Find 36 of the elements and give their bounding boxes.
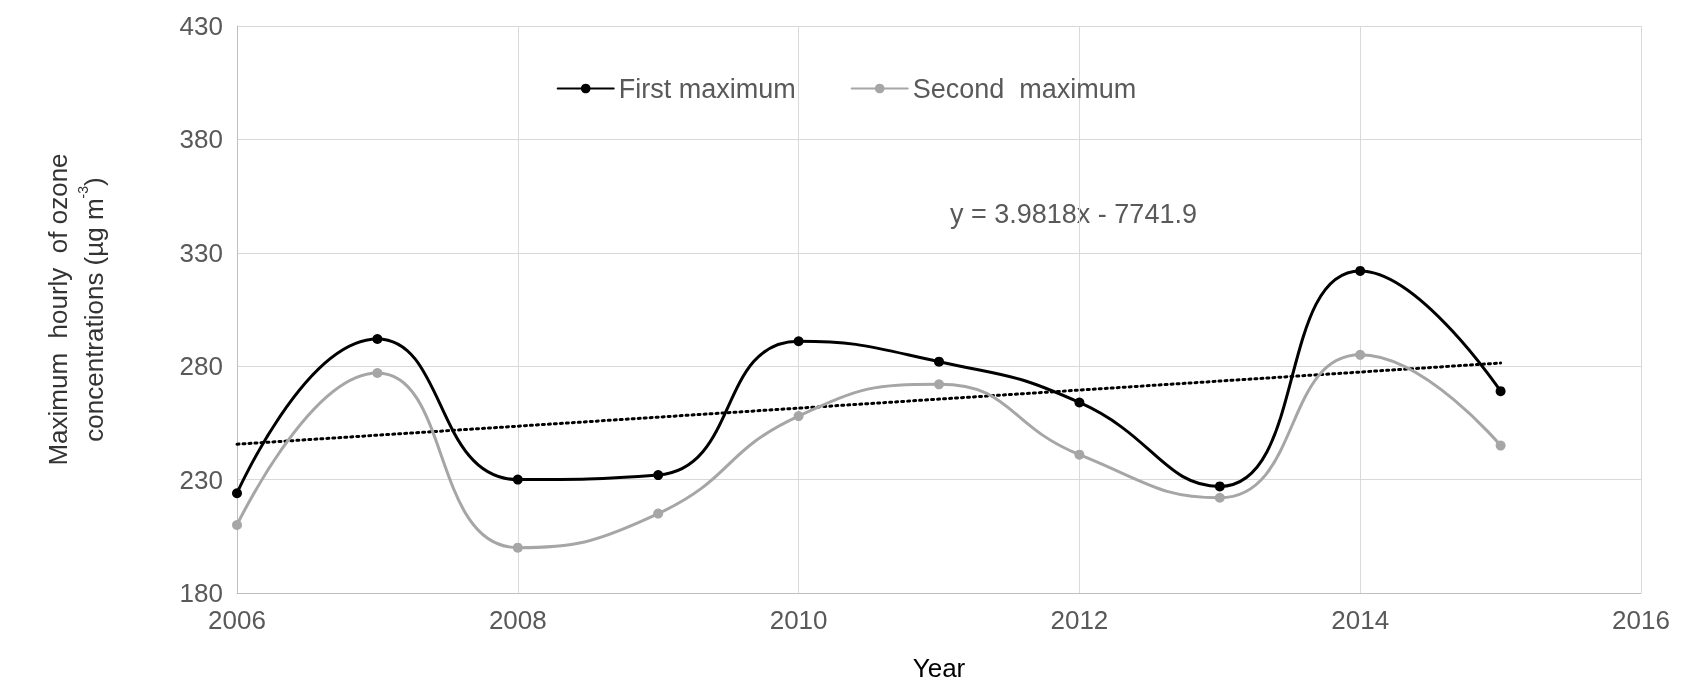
- point: [653, 508, 664, 519]
- y-tick-label: 430: [179, 11, 223, 41]
- point: [653, 470, 664, 481]
- legend-label: First maximum: [618, 73, 796, 104]
- point: [372, 333, 383, 344]
- x-tick-label: 2008: [488, 605, 547, 635]
- point: [232, 488, 242, 499]
- point: [1074, 449, 1085, 460]
- y-tick-label: 230: [179, 464, 223, 495]
- point: [512, 474, 523, 485]
- point: [1355, 349, 1366, 360]
- x-tick-label: 2010: [769, 605, 828, 635]
- point: [1495, 386, 1506, 397]
- point: [1355, 265, 1366, 276]
- point: [1074, 397, 1085, 408]
- y-tick-label: 280: [179, 351, 223, 382]
- point: [512, 542, 523, 553]
- point: [372, 368, 383, 378]
- point: [793, 411, 804, 422]
- annotation: y = 3.9818x - 7741.9: [950, 198, 1197, 229]
- x-tick-label: 2016: [1612, 605, 1670, 635]
- point: [934, 356, 944, 367]
- point: [1214, 481, 1225, 492]
- x-axis-title: Year: [912, 653, 966, 683]
- point: [232, 519, 242, 530]
- y-tick-label: 180: [179, 578, 223, 608]
- y-tick-label: 380: [179, 124, 223, 155]
- legend-label: Second maximum: [912, 73, 1137, 104]
- x-tick-label: 2014: [1331, 605, 1390, 635]
- point: [793, 336, 804, 347]
- point: [934, 379, 944, 390]
- y-tick-label: 330: [179, 237, 223, 268]
- point: [1495, 440, 1506, 451]
- point: [1214, 492, 1225, 503]
- x-tick-label: 2012: [1050, 605, 1109, 635]
- x-tick-label: 2006: [208, 605, 266, 635]
